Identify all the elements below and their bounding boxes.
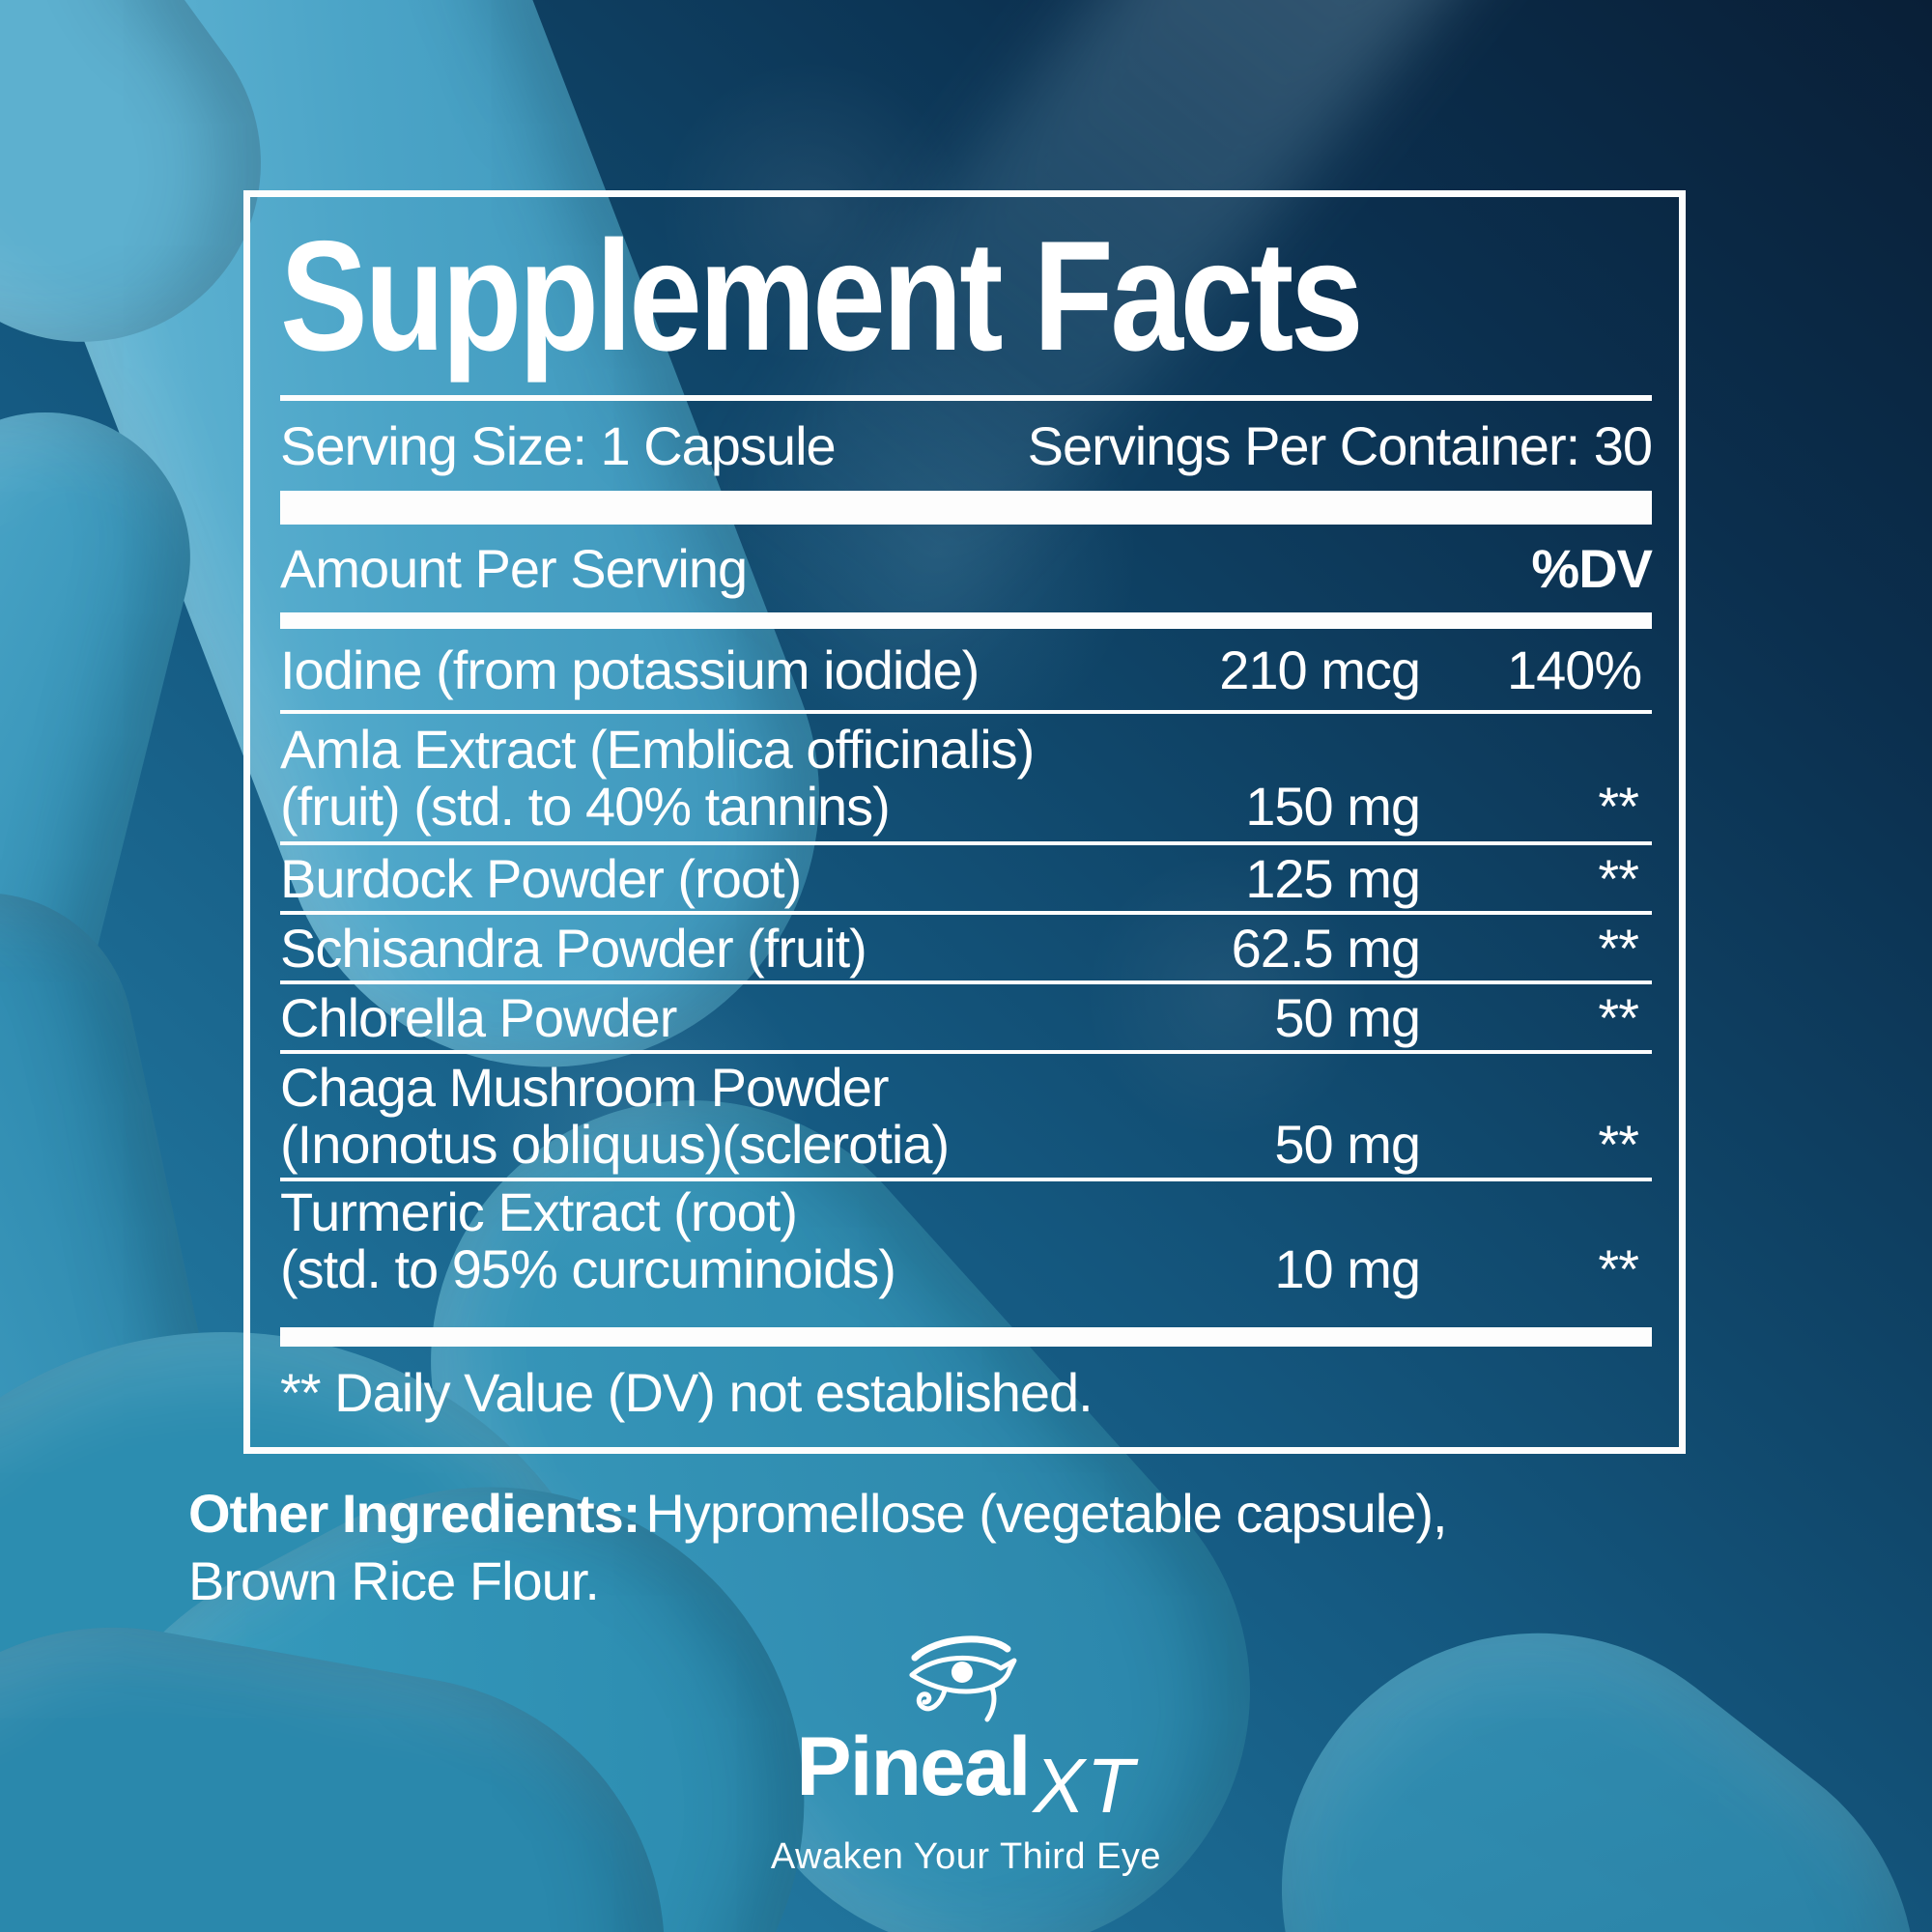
row-divider xyxy=(280,980,1652,984)
table-row: Iodine (from potassium iodide) 210 mcg 1… xyxy=(280,629,1652,710)
bokeh-glow xyxy=(657,58,966,367)
panel-title: Supplement Facts xyxy=(280,209,1364,384)
ingredient-amount: 210 mcg xyxy=(1219,639,1421,700)
other-ingredients-text: Hypromellose (vegetable capsule), xyxy=(645,1483,1447,1544)
ingredient-name: Chaga Mushroom Powder (Inonotus obliquus… xyxy=(280,1059,1101,1173)
table-row: Turmeric Extract (root) (std. to 95% cur… xyxy=(280,1181,1652,1299)
ingredient-name-line1: Chaga Mushroom Powder xyxy=(280,1057,890,1118)
serving-size-label: Serving Size: 1 Capsule xyxy=(280,415,837,476)
ingredient-name-line1: Amla Extract (Emblica officinalis) xyxy=(280,719,1035,780)
other-ingredients: Other Ingredients: Hypromellose (vegetabl… xyxy=(188,1480,1637,1615)
eye-of-horus-icon xyxy=(905,1634,1027,1723)
supplement-facts-panel: Supplement Facts Serving Size: 1 Capsule… xyxy=(243,190,1686,1454)
table-row: Burdock Powder (root) 125 mg ** xyxy=(280,845,1652,911)
ingredient-name: Turmeric Extract (root) (std. to 95% cur… xyxy=(280,1183,1101,1297)
ingredient-dv: ** xyxy=(1598,847,1639,909)
ingredient-amount: 50 mg xyxy=(1274,986,1421,1048)
ingredient-dv: ** xyxy=(1598,1114,1639,1175)
other-ingredients-line1: Other Ingredients: Hypromellose (vegetabl… xyxy=(188,1480,1637,1548)
ingredient-name: Iodine (from potassium iodide) xyxy=(280,639,980,700)
ingredient-amount: 125 mg xyxy=(1245,847,1421,909)
bokeh-glow xyxy=(1082,850,1372,1140)
brand-wordmark: Pineal XT xyxy=(796,1719,1136,1829)
ingredient-dv: 140% xyxy=(1507,639,1642,700)
table-row: Schisandra Powder (fruit) 62.5 mg ** xyxy=(280,915,1652,980)
row-divider xyxy=(280,1178,1652,1181)
ingredient-dv: ** xyxy=(1598,917,1639,979)
row-divider xyxy=(280,911,1652,915)
thick-divider-bar xyxy=(280,1327,1652,1347)
bokeh-glow xyxy=(464,947,811,1294)
dv-header: %DV xyxy=(1531,538,1653,599)
ingredient-amount: 150 mg xyxy=(1245,776,1421,837)
brand-logo: Pineal XT Awaken Your Third Eye xyxy=(771,1634,1161,1878)
ingredient-name: Burdock Powder (root) xyxy=(280,847,802,909)
ingredient-name: Amla Extract (Emblica officinalis) (frui… xyxy=(280,721,1101,835)
ingredient-dv: ** xyxy=(1598,986,1639,1048)
table-header-row: Amount Per Serving %DV xyxy=(280,525,1653,612)
thick-divider-bar xyxy=(280,491,1652,525)
ingredient-name-line2: (fruit) (std. to 40% tannins) xyxy=(280,776,891,837)
ingredient-amount: 62.5 mg xyxy=(1231,917,1421,979)
ingredient-dv: ** xyxy=(1598,1238,1639,1299)
brand-tagline: Awaken Your Third Eye xyxy=(770,1836,1162,1877)
ingredient-name-line1: Turmeric Extract (root) xyxy=(280,1181,798,1242)
row-divider xyxy=(280,1050,1652,1054)
ingredient-name: Chlorella Powder xyxy=(280,986,677,1048)
ingredient-dv: ** xyxy=(1598,776,1639,837)
ingredient-name-line2: (std. to 95% curcuminoids) xyxy=(280,1238,896,1299)
ingredient-amount: 50 mg xyxy=(1274,1114,1421,1175)
serving-info-row: Serving Size: 1 Capsule Servings Per Con… xyxy=(280,401,1653,491)
divider xyxy=(280,395,1652,401)
ingredient-name-line2: (Inonotus obliquus)(sclerotia) xyxy=(280,1114,950,1175)
table-row: Chlorella Powder 50 mg ** xyxy=(280,984,1652,1050)
servings-per-container-label: Servings Per Container: 30 xyxy=(1027,415,1653,476)
dv-footnote: ** Daily Value (DV) not established. xyxy=(280,1362,1094,1423)
table-row: Chaga Mushroom Powder (Inonotus obliquus… xyxy=(280,1054,1652,1178)
other-ingredients-line2: Brown Rice Flour. xyxy=(188,1550,600,1611)
ingredient-name: Schisandra Powder (fruit) xyxy=(280,917,867,979)
brand-name: Pineal xyxy=(796,1720,1031,1813)
row-divider xyxy=(280,710,1652,714)
medium-divider-bar xyxy=(280,612,1652,629)
table-row: Amla Extract (Emblica officinalis) (frui… xyxy=(280,714,1652,841)
other-ingredients-label: Other Ingredients: xyxy=(188,1483,640,1544)
brand-suffix: XT xyxy=(1033,1743,1136,1829)
bokeh-glow xyxy=(734,348,1140,753)
ingredient-amount: 10 mg xyxy=(1274,1238,1421,1299)
row-divider xyxy=(280,841,1652,845)
amount-per-serving-label: Amount Per Serving xyxy=(280,538,748,599)
